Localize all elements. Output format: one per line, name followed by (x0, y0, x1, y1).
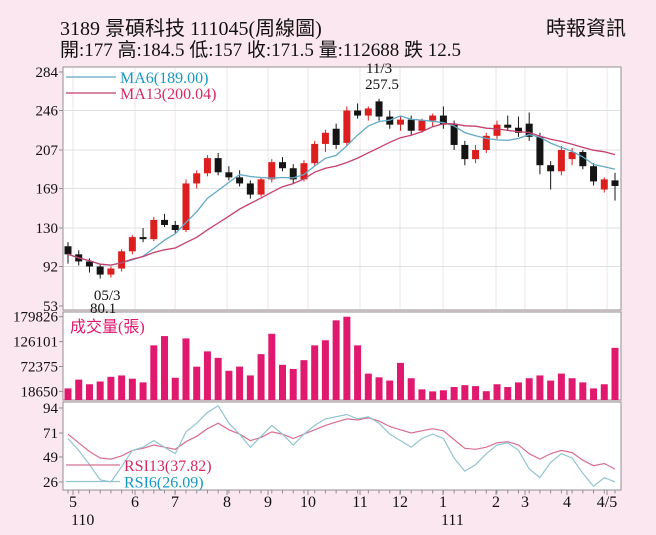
volume-axis: 179826 126101 72375 18650 (13, 310, 63, 400)
month-label: 12 (392, 494, 408, 511)
ma-legend-label: MA6(189.00) (120, 70, 208, 87)
month-label: 6 (131, 494, 139, 511)
volume-tick-label: 126101 (13, 335, 58, 351)
price-axis: 284 246 207 169 130 92 53 (36, 65, 63, 315)
rsi-legend-label: RSI13(37.82) (124, 458, 212, 475)
ma-legend-label: MA13(200.04) (120, 86, 216, 103)
month-label: 2 (492, 494, 500, 511)
ma13-line (67, 123, 616, 266)
month-label: 7 (171, 494, 179, 511)
month-label: 3 (521, 494, 529, 511)
price-tick-label: 169 (36, 181, 59, 197)
ohlc-stats-line: 開:177 高:184.5 低:157 收:171.5 量:112688 跌 1… (60, 40, 461, 61)
rsi-axis: 94 71 49 26 (43, 401, 63, 491)
rsi-tick-label: 94 (43, 401, 59, 417)
price-tick-label: 92 (43, 259, 58, 275)
rsi13-curve (67, 417, 616, 470)
rsi-legend: RSI13(37.82)RSI6(26.09) (66, 458, 212, 492)
volume-bars (64, 316, 619, 400)
trough-date-label: 05/3 (94, 288, 121, 304)
volume-tick-label: 72375 (21, 359, 59, 375)
candlestick-layer (64, 98, 619, 279)
month-label: 9 (264, 494, 272, 511)
price-tick-label: 53 (43, 299, 58, 315)
month-label: 4/5 (597, 494, 617, 511)
month-label: 1 (439, 494, 447, 511)
peak-date-label: 11/3 (366, 61, 392, 77)
price-tick-label: 130 (36, 221, 59, 237)
month-label: 5 (69, 494, 77, 511)
price-tick-label: 246 (36, 103, 59, 119)
month-label: 8 (223, 494, 231, 511)
ma6-line (67, 115, 616, 266)
month-label: 10 (300, 494, 316, 511)
rsi-legend-label: RSI6(26.09) (124, 475, 204, 492)
month-label: 11 (352, 494, 367, 511)
rsi6-curve (67, 404, 616, 488)
price-tick-label: 207 (36, 143, 59, 159)
trough-price-label: 80.1 (90, 301, 116, 317)
rsi-tick-label: 49 (43, 450, 58, 466)
month-label: 4 (563, 494, 571, 511)
ma-legend: MA6(189.00)MA13(200.04) (66, 70, 216, 103)
volume-tick-label: 179826 (13, 310, 59, 326)
rsi-tick-label: 26 (43, 475, 59, 491)
price-tick-label: 284 (36, 65, 59, 81)
rsi-tick-label: 71 (43, 426, 58, 442)
year-label: 111 (441, 512, 464, 529)
year-label: 110 (71, 512, 94, 529)
page-title: 3189 景碩科技 111045(周線圖) (60, 18, 322, 40)
volume-tick-label: 18650 (21, 384, 59, 400)
volume-panel-label: 成交量(張) (70, 318, 145, 336)
source-label: 時報資訊 (546, 18, 626, 40)
peak-price-label: 257.5 (365, 77, 399, 93)
